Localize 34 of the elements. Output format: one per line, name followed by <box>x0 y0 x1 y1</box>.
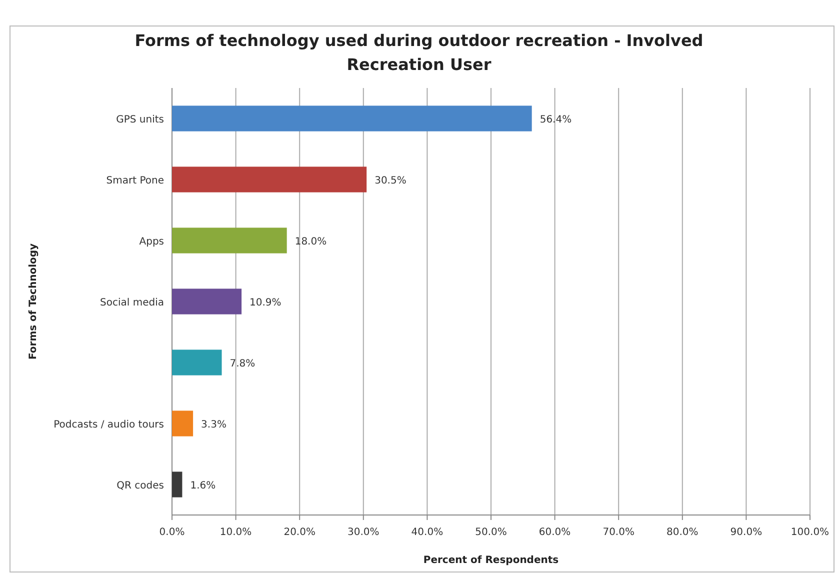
x-tick-label: 60.0% <box>538 527 571 538</box>
data-label: 56.4% <box>540 114 572 126</box>
x-tick-label: 80.0% <box>666 527 698 538</box>
bar <box>172 350 222 376</box>
x-tick-label: 90.0% <box>730 527 762 538</box>
x-tick-label: 30.0% <box>348 527 380 538</box>
x-tick-label: 70.0% <box>602 527 634 538</box>
bar <box>172 228 287 254</box>
data-label: 7.8% <box>230 358 256 370</box>
bar <box>172 106 532 132</box>
x-tick-label: 10.0% <box>220 527 252 538</box>
x-axis-title: Percent of Respondents <box>423 555 559 566</box>
x-tick-label: 0.0% <box>159 527 185 538</box>
y-tick-label: Podcasts / audio tours <box>54 420 164 430</box>
data-label: 10.9% <box>250 298 282 308</box>
bar <box>172 410 194 436</box>
y-tick-label: GPS units <box>116 114 164 126</box>
data-label: 3.3% <box>201 420 226 430</box>
y-tick-label: Social media <box>100 298 164 308</box>
chart-title: Forms of technology used during outdoor recreation - Involved Recreation User <box>134 31 704 74</box>
data-label: 30.5% <box>374 176 406 186</box>
y-axis-title: Forms of Technology <box>28 242 39 360</box>
x-tick-label: 50.0% <box>475 527 507 538</box>
data-label: 18.0% <box>294 236 327 248</box>
y-tick-label: Smart Pone <box>106 176 164 186</box>
bar <box>172 472 182 498</box>
x-tick-label: 100.0% <box>790 527 830 538</box>
data-label: 1.6% <box>190 480 216 492</box>
y-tick-label: Apps <box>139 236 164 248</box>
y-tick-label: QR codes <box>116 480 164 492</box>
x-tick-label: 40.0% <box>411 527 444 538</box>
bar <box>172 288 242 314</box>
bar <box>172 166 367 192</box>
x-tick-label: 20.0% <box>284 527 316 538</box>
